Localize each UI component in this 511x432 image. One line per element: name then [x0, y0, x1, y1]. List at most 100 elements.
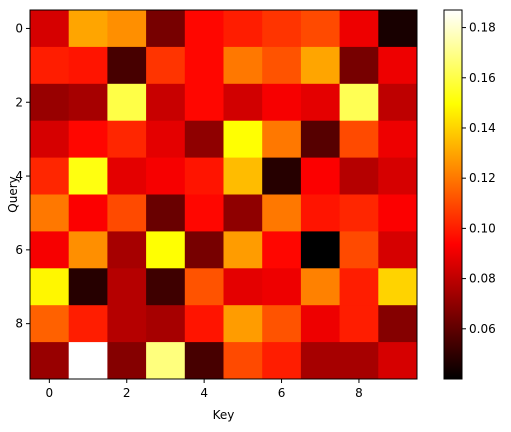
colorbar: [443, 9, 463, 380]
heatmap-cell: [262, 46, 302, 85]
colorbar-tick-label: 0.18: [469, 21, 496, 35]
heatmap-cell: [146, 231, 186, 269]
heatmap-cell: [300, 268, 341, 306]
heatmap-cell: [339, 120, 379, 159]
heatmap-cell: [223, 268, 263, 306]
heatmap-cell: [184, 268, 224, 306]
heatmap-cell: [107, 268, 147, 306]
heatmap-cell: [107, 305, 147, 343]
x-tick-label: 8: [355, 386, 363, 400]
heatmap-cell: [262, 231, 302, 269]
heatmap-cell: [223, 305, 263, 343]
colorbar-tick-label: 0.12: [469, 171, 496, 185]
heatmap-cell: [262, 342, 302, 380]
heatmap-cell: [68, 305, 108, 343]
heatmap-cell: [339, 268, 379, 306]
heatmap-cell: [262, 268, 302, 306]
y-tick-label: 4: [15, 169, 23, 183]
heatmap-cell: [378, 194, 418, 232]
heatmap-cell: [146, 10, 186, 48]
heatmap-cell: [184, 305, 224, 343]
y-tick-label: 2: [15, 95, 23, 109]
heatmap-cell: [223, 83, 263, 122]
x-tick-label: 0: [46, 386, 54, 400]
heatmap-cell: [300, 157, 341, 195]
heatmap-cell: [184, 342, 224, 380]
heatmap-cell: [262, 120, 302, 159]
heatmap-cell: [68, 268, 108, 306]
colorbar-tick-label: 0.14: [469, 121, 496, 135]
x-tick-label: 6: [278, 386, 286, 400]
heatmap-cell: [107, 10, 147, 48]
heatmap-cell: [300, 194, 341, 232]
heatmap-cell: [223, 342, 263, 380]
heatmap-cell: [223, 194, 263, 232]
heatmap-cell: [339, 10, 379, 48]
heatmap-cell: [300, 83, 341, 122]
heatmap-cell: [184, 46, 224, 85]
heatmap-cell: [262, 10, 302, 48]
heatmap-cell: [68, 10, 108, 48]
heatmap-cell: [300, 46, 341, 85]
heatmap-cell: [146, 305, 186, 343]
heatmap-cell: [184, 231, 224, 269]
colorbar-tick-label: 0.06: [469, 322, 496, 336]
heatmap-cell: [300, 305, 341, 343]
heatmap-cell: [107, 194, 147, 232]
heatmap-cell: [339, 194, 379, 232]
heatmap-cell: [184, 83, 224, 122]
y-tick-label: 0: [15, 21, 23, 35]
heatmap-cell: [146, 46, 186, 85]
heatmap-cell: [68, 342, 108, 380]
colorbar-tick-label: 0.10: [469, 221, 496, 235]
heatmap-cell: [262, 157, 302, 195]
x-tick-label: 4: [200, 386, 208, 400]
heatmap-cell: [146, 157, 186, 195]
heatmap-cell: [30, 342, 70, 380]
heatmap-cell: [146, 268, 186, 306]
heatmap-cell: [68, 83, 108, 122]
heatmap-cell: [262, 194, 302, 232]
heatmap-cell: [223, 120, 263, 159]
heatmap-cell: [68, 120, 108, 159]
heatmap-cell: [30, 194, 70, 232]
heatmap-cell: [262, 305, 302, 343]
heatmap-cell: [146, 120, 186, 159]
heatmap-cell: [378, 10, 418, 48]
heatmap-cell: [68, 157, 108, 195]
heatmap-cell: [300, 342, 341, 380]
heatmap-cell: [107, 83, 147, 122]
heatmap-cell: [339, 305, 379, 343]
heatmap-cell: [146, 83, 186, 122]
colorbar-axis: 0.06 0.08 0.10 0.12 0.14 0.16 0.18: [462, 21, 496, 336]
heatmap-cell: [68, 231, 108, 269]
heatmap-cell: [30, 305, 70, 343]
heatmap-cell: [378, 83, 418, 122]
x-tick-label: 2: [123, 386, 131, 400]
heatmap-cell: [30, 268, 70, 306]
heatmap-cell: [30, 10, 70, 48]
x-axis: 0 2 4 6 8: [46, 379, 363, 400]
heatmap-cell: [262, 83, 302, 122]
heatmap-cell: [30, 83, 70, 122]
colorbar-tick-label: 0.08: [469, 272, 496, 286]
y-tick-label: 6: [15, 243, 23, 257]
heatmap-cell: [184, 194, 224, 232]
heatmap-cell: [68, 194, 108, 232]
heatmap-cell: [378, 231, 418, 269]
heatmap-cell: [300, 10, 341, 48]
y-axis-label: Query: [6, 176, 20, 212]
heatmap-cell: [30, 231, 70, 269]
heatmap-cell: [146, 194, 186, 232]
heatmap-cell: [378, 120, 418, 159]
heatmap-cell: [378, 268, 418, 306]
heatmap-cell: [378, 305, 418, 343]
heatmap-cell: [184, 120, 224, 159]
heatmap-cell: [107, 46, 147, 85]
heatmap-cell: [223, 10, 263, 48]
heatmap-cells: [30, 10, 418, 380]
y-axis: 0 2 4 6 8: [15, 21, 30, 331]
heatmap-cell: [300, 231, 341, 269]
heatmap-cell: [30, 120, 70, 159]
heatmap-cell: [30, 46, 70, 85]
